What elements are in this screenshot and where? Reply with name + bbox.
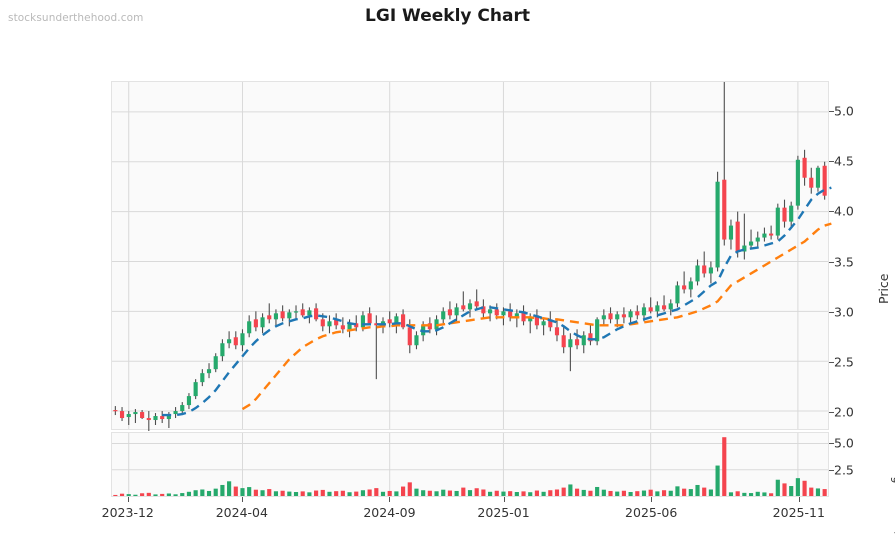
price-ytick-mark <box>829 261 834 263</box>
volume-ytick-label: 5.0 <box>834 435 854 451</box>
price-ytick-mark <box>829 111 834 113</box>
volume-axis-exponent: 6 <box>890 477 895 484</box>
price-ytick-label: 5.0 <box>834 103 854 119</box>
price-ytick-mark <box>829 361 834 363</box>
volume-ytick-mark <box>829 442 834 444</box>
page-title: LGI Weekly Chart <box>365 6 530 26</box>
price-ytick-label: 4.5 <box>834 153 854 169</box>
x-tick-mark <box>651 497 653 502</box>
x-tick-mark <box>241 497 243 502</box>
price-ytick-mark <box>829 311 834 313</box>
price-chart-panel <box>111 81 832 431</box>
price-ytick-label: 3.0 <box>834 304 854 320</box>
price-ytick-label: 2.0 <box>834 404 854 420</box>
x-tick-mark <box>389 497 391 502</box>
x-tick-label: 2023-12 <box>101 505 154 520</box>
volume-plot-svg <box>112 433 828 496</box>
price-ytick-label: 4.0 <box>834 203 854 219</box>
price-ytick-label: 2.5 <box>834 354 854 370</box>
site-watermark: stocksunderthehood.com <box>8 12 144 24</box>
price-ytick-mark <box>829 411 834 413</box>
volume-ytick-mark <box>829 469 834 471</box>
x-tick-label: 2025-11 <box>772 505 825 520</box>
volume-ytick-label: 2.5 <box>834 462 854 478</box>
volume-chart-panel <box>111 432 829 497</box>
price-plot-svg <box>112 82 832 431</box>
price-ytick-mark <box>829 161 834 163</box>
x-tick-mark <box>503 497 505 502</box>
x-tick-label: 2024-09 <box>363 505 416 520</box>
x-tick-mark <box>127 497 129 502</box>
price-ytick-mark <box>829 211 834 213</box>
volume-axis-title: Volume 106 <box>890 477 895 550</box>
x-tick-mark <box>798 497 800 502</box>
price-ytick-label: 3.5 <box>834 254 854 270</box>
x-tick-label: 2024-04 <box>215 505 268 520</box>
price-axis-title: Price <box>875 273 891 305</box>
x-tick-label: 2025-01 <box>477 505 530 520</box>
x-tick-label: 2025-06 <box>625 505 678 520</box>
